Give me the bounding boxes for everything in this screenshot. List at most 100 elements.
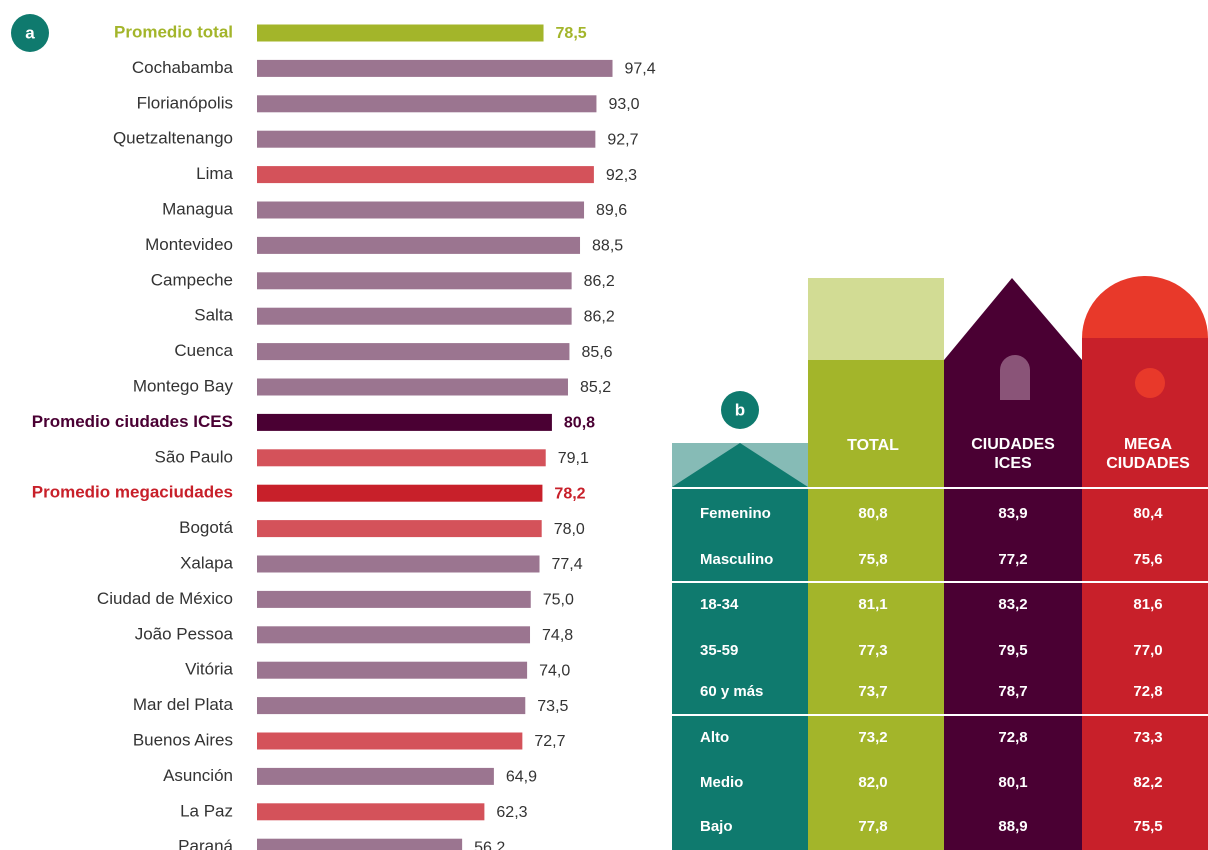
value-label: 78,2 <box>554 485 585 502</box>
cell: 75,8 <box>858 551 887 568</box>
value-label: 62,3 <box>496 804 527 821</box>
cell: 80,8 <box>858 505 887 522</box>
category-label: Campeche <box>151 270 233 289</box>
bar <box>257 95 597 113</box>
category-label: Florianópolis <box>137 93 233 112</box>
column <box>1082 338 1208 850</box>
row-header: Bajo <box>700 818 733 835</box>
bar <box>257 59 613 77</box>
bar <box>257 236 581 254</box>
value-label: 88,5 <box>592 238 623 255</box>
row-header: 60 y más <box>700 683 763 700</box>
category-label: Salta <box>194 306 233 325</box>
cell: 75,5 <box>1133 818 1162 835</box>
cell: 78,7 <box>998 683 1027 700</box>
category-label: Montego Bay <box>133 376 234 395</box>
dome <box>1082 276 1208 338</box>
category-label: Xalapa <box>180 553 233 572</box>
cell: 79,5 <box>998 642 1027 659</box>
value-label: 78,0 <box>554 521 585 538</box>
value-label: 64,9 <box>506 769 537 786</box>
bar <box>257 803 485 821</box>
window <box>1135 368 1165 398</box>
value-label: 72,7 <box>534 733 565 750</box>
category-label: João Pessoa <box>135 624 234 643</box>
value-label: 79,1 <box>558 450 589 467</box>
value-label: 74,0 <box>539 662 570 679</box>
category-label: Quetzaltenango <box>113 129 233 148</box>
column-header: MEGA <box>1124 436 1172 453</box>
value-label: 78,5 <box>556 25 587 42</box>
row-header: Masculino <box>700 551 773 568</box>
bar <box>257 449 546 467</box>
cell: 75,6 <box>1133 551 1162 568</box>
column-header: TOTAL <box>847 437 899 454</box>
bar <box>257 343 570 361</box>
cell: 82,2 <box>1133 774 1162 791</box>
panel-label: a <box>25 23 35 42</box>
column-header: CIUDADES <box>971 436 1055 453</box>
cell: 80,4 <box>1133 505 1163 522</box>
category-label: Cuenca <box>174 341 233 360</box>
bar <box>257 24 544 42</box>
category-label: Promedio total <box>114 22 233 41</box>
value-label: 56,2 <box>474 839 505 850</box>
value-label: 93,0 <box>608 96 639 113</box>
cell: 83,2 <box>998 596 1027 613</box>
window <box>1000 355 1030 400</box>
cell: 81,6 <box>1133 596 1162 613</box>
column-header: CIUDADES <box>1106 455 1190 472</box>
cell: 83,9 <box>998 505 1027 522</box>
roof <box>808 278 944 360</box>
bar <box>257 626 531 644</box>
category-label: Buenos Aires <box>133 730 233 749</box>
value-label: 73,5 <box>537 698 568 715</box>
row-header: 35-59 <box>700 642 738 659</box>
value-label: 89,6 <box>596 202 627 219</box>
bar <box>257 767 494 785</box>
value-label: 80,8 <box>564 415 595 432</box>
value-label: 74,8 <box>542 627 573 644</box>
category-label: Promedio megaciudades <box>32 483 233 502</box>
panel-label: b <box>735 400 745 419</box>
cell: 88,9 <box>998 818 1027 835</box>
cell: 80,1 <box>998 774 1027 791</box>
cell: 72,8 <box>1133 683 1162 700</box>
category-label: Mar del Plata <box>133 695 234 714</box>
bar <box>257 413 552 431</box>
row-header: 18-34 <box>700 596 739 613</box>
value-label: 75,0 <box>543 592 574 609</box>
value-label: 97,4 <box>625 61 656 78</box>
bar <box>257 697 526 715</box>
cell: 77,3 <box>858 642 887 659</box>
bar <box>257 732 523 750</box>
cell: 73,7 <box>858 683 887 700</box>
bar <box>257 555 540 573</box>
cell: 73,2 <box>858 729 887 746</box>
category-label: Lima <box>196 164 233 183</box>
value-label: 92,7 <box>607 131 638 148</box>
row-header: Femenino <box>700 505 771 522</box>
cell: 77,8 <box>858 818 887 835</box>
bar <box>257 520 542 538</box>
column <box>808 360 944 850</box>
category-label: Montevideo <box>145 235 233 254</box>
bar <box>257 201 585 219</box>
column <box>672 487 808 850</box>
category-label: Asunción <box>163 766 233 785</box>
category-label: Promedio ciudades ICES <box>32 412 233 431</box>
bar <box>257 378 568 396</box>
bar <box>257 661 528 679</box>
badge <box>11 14 49 52</box>
bar <box>257 130 596 148</box>
category-label: Cochabamba <box>132 58 234 77</box>
category-label: Bogotá <box>179 518 233 537</box>
bar <box>257 590 531 608</box>
column-header: ICES <box>994 455 1032 472</box>
bar <box>257 838 463 850</box>
cell: 77,2 <box>998 551 1027 568</box>
bar <box>257 272 572 290</box>
value-label: 92,3 <box>606 167 637 184</box>
cell: 81,1 <box>858 596 887 613</box>
